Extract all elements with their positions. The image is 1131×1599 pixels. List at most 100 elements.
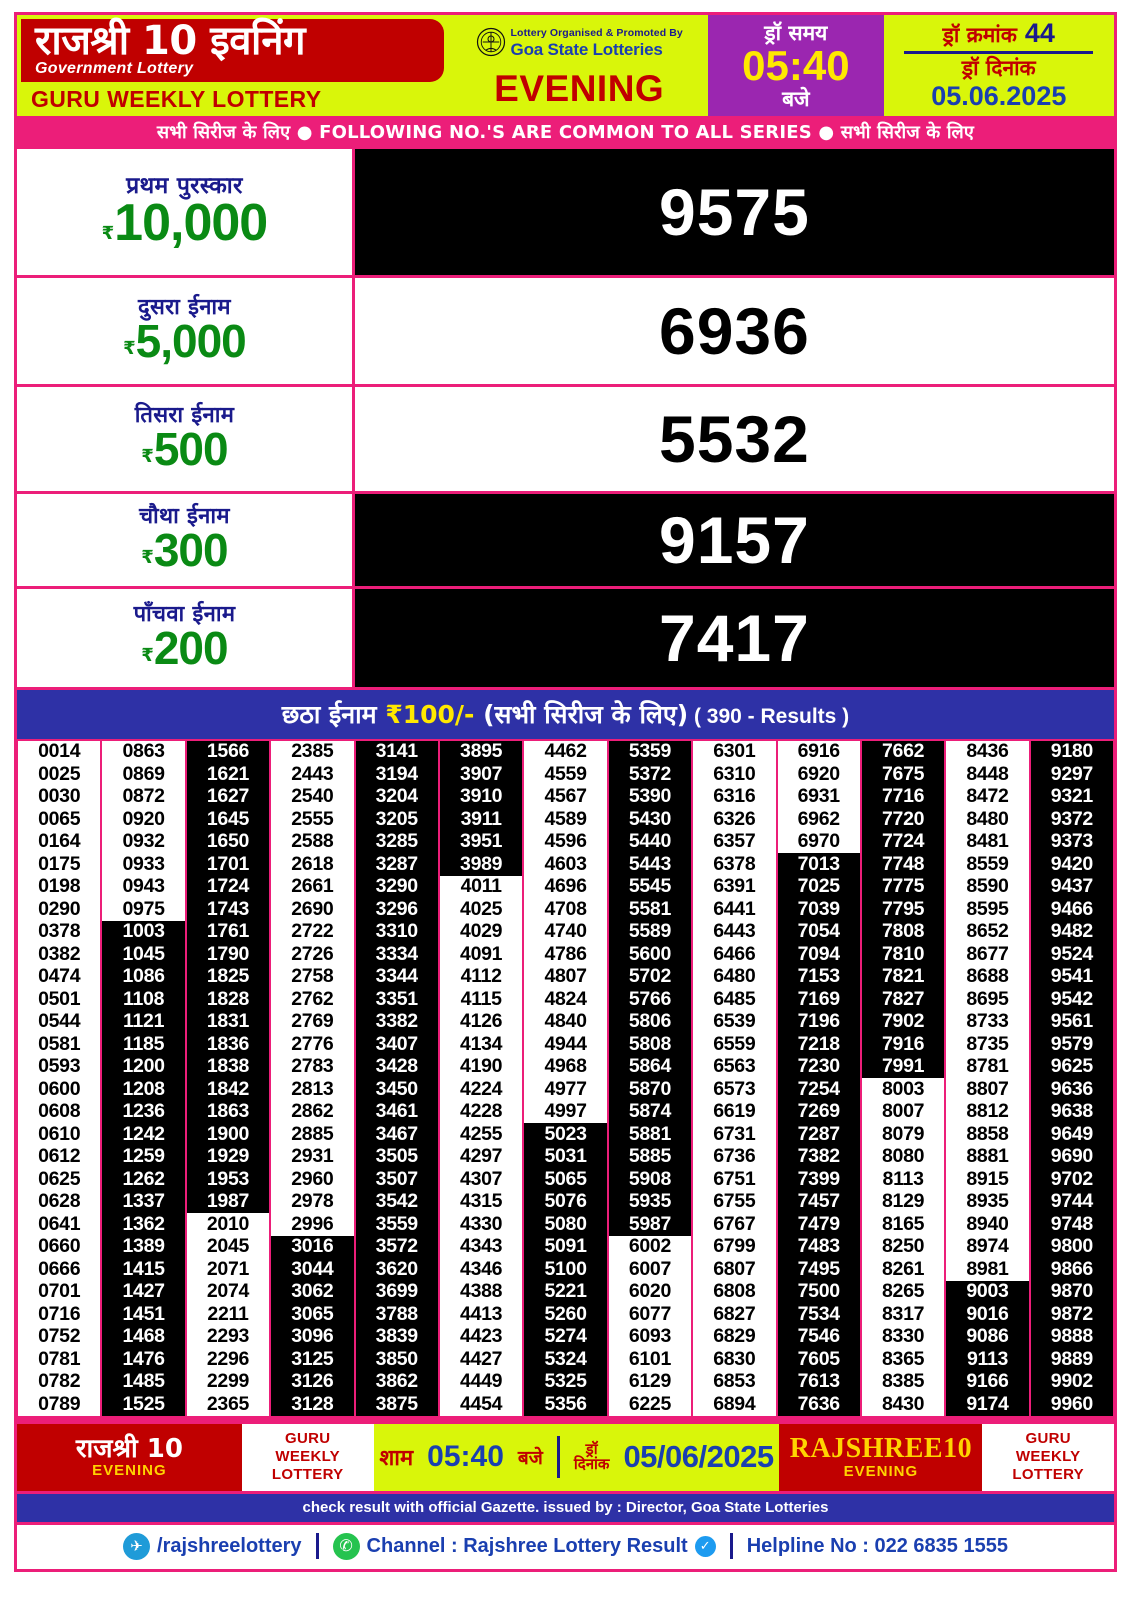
grid-number: 1650 (186, 830, 270, 854)
grid-number: 1627 (186, 785, 270, 809)
grid-number: 6808 (693, 1280, 776, 1304)
grid-number: 9866 (1030, 1258, 1114, 1281)
grid-number: 1724 (186, 875, 270, 899)
grid-number: 0030 (18, 785, 101, 809)
grid-number: 5908 (608, 1168, 692, 1191)
grid-number: 4330 (439, 1213, 523, 1236)
grid-number: 6755 (693, 1190, 776, 1214)
grid-number: 4977 (524, 1078, 607, 1101)
whatsapp-link[interactable]: ✆ Channel : Rajshree Lottery Result ✓ (332, 1532, 716, 1560)
grid-number: 9373 (1030, 830, 1114, 854)
grid-number: 6441 (693, 898, 776, 921)
grid-number: 9649 (1030, 1123, 1114, 1146)
rupee-icon: ₹ (123, 338, 136, 359)
grid-number: 6391 (693, 875, 776, 899)
grid-number: 7287 (777, 1123, 860, 1146)
grid-number: 6767 (693, 1213, 776, 1236)
prize-name: चौथा ईनाम (139, 504, 230, 530)
grid-column: 4462 4559 4567 4589 4596 4603 4696 4708 4740 4786… (524, 740, 607, 1416)
grid-number: 8480 (946, 808, 1029, 831)
grid-number: 8265 (861, 1280, 945, 1304)
grid-number: 1045 (102, 943, 185, 966)
grid-number: 8448 (946, 763, 1029, 786)
organiser-row: Lottery Organised & Promoted By Goa Stat… (476, 23, 683, 60)
grid-number: 8915 (946, 1168, 1029, 1191)
grid-number: 3572 (355, 1235, 438, 1259)
grid-number: 3344 (355, 965, 438, 989)
grid-number: 3910 (439, 785, 523, 809)
grid-number: 8165 (861, 1213, 945, 1236)
grid-number: 7675 (861, 763, 945, 786)
grid-number: 9016 (946, 1303, 1029, 1326)
prize-name: पाँचवा ईनाम (133, 602, 236, 628)
grid-number: 6310 (693, 763, 776, 786)
grid-number: 6316 (693, 785, 776, 809)
grid-number: 0474 (18, 965, 101, 989)
grid-column: 9180 9297 9321 9372 9373 9420 9437 9466 9482 9524… (1030, 740, 1114, 1416)
grid-number: 6093 (608, 1325, 692, 1349)
grid-number: 6559 (693, 1033, 776, 1056)
grid-number: 5065 (524, 1168, 607, 1191)
grid-number: 7775 (861, 875, 945, 899)
grid-number: 8003 (861, 1078, 945, 1101)
grid-number: 9960 (1030, 1393, 1114, 1416)
grid-number: 7821 (861, 965, 945, 989)
grid-number: 2443 (271, 763, 354, 786)
grid-number: 7218 (777, 1033, 860, 1056)
grid-number: 4944 (524, 1033, 607, 1056)
grid-number: 2960 (271, 1168, 354, 1191)
grid-number: 8080 (861, 1145, 945, 1169)
grid-number: 0666 (18, 1258, 101, 1281)
grid-number: 7605 (777, 1348, 860, 1371)
grid-number: 3296 (355, 898, 438, 921)
grid-number: 8858 (946, 1123, 1029, 1146)
grid-number: 3205 (355, 808, 438, 831)
grid-number: 8590 (946, 875, 1029, 899)
grid-number: 4423 (439, 1325, 523, 1349)
grid-number: 9870 (1030, 1280, 1114, 1304)
draw-time-value: 05:40 (742, 41, 850, 89)
grid-number: 5987 (608, 1213, 692, 1236)
grid-number: 4346 (439, 1258, 523, 1281)
goa-emblem-icon (476, 27, 506, 57)
grid-number: 0612 (18, 1145, 101, 1169)
grid-number: 2071 (186, 1258, 270, 1281)
grid-number: 7196 (777, 1010, 860, 1034)
grid-number: 1468 (102, 1325, 185, 1349)
grid-number: 8261 (861, 1258, 945, 1281)
grid-number: 3062 (271, 1280, 354, 1304)
grid-number: 1236 (102, 1100, 185, 1124)
prize-number: 5532 (659, 401, 810, 476)
grid-number: 3290 (355, 875, 438, 899)
grid-number: 4228 (439, 1100, 523, 1124)
grid-number: 1108 (102, 988, 185, 1011)
grid-number: 4596 (524, 830, 607, 854)
prize-label-cell: चौथा ईनाम ₹ 300 (17, 493, 355, 586)
grid-number: 7991 (861, 1055, 945, 1079)
grid-number: 1929 (186, 1145, 270, 1169)
grid-number: 6751 (693, 1168, 776, 1191)
grid-number: 2769 (271, 1010, 354, 1034)
grid-number: 5372 (608, 763, 692, 786)
grid-number: 9888 (1030, 1325, 1114, 1349)
common-series-bar: सभी सिरीज के लिए ● FOLLOWING NO.'S ARE C… (14, 115, 1117, 149)
grid-number: 0863 (102, 740, 185, 764)
prize-amount-value: 5,000 (135, 315, 247, 368)
grid-column: 6301 6310 6316 6326 6357 6378 6391 6441 6443 6466… (693, 740, 776, 1416)
grid-number: 1185 (102, 1033, 185, 1056)
grid-number: 4559 (524, 763, 607, 786)
grid-number: 1831 (186, 1010, 270, 1034)
grid-number: 1262 (102, 1168, 185, 1191)
grid-number: 0065 (18, 808, 101, 831)
grid-number: 5545 (608, 875, 692, 899)
grid-number: 3065 (271, 1303, 354, 1326)
telegram-link[interactable]: ✈ /rajshreelottery (123, 1532, 302, 1560)
grid-number: 8113 (861, 1168, 945, 1191)
grid-number: 6101 (608, 1348, 692, 1371)
grid-number: 2931 (271, 1145, 354, 1169)
footer-time-value: 05:40 (427, 1440, 504, 1474)
grid-number: 8781 (946, 1055, 1029, 1079)
prize-name: दुसरा ईनाम (137, 295, 231, 321)
grid-number: 1003 (102, 920, 185, 944)
